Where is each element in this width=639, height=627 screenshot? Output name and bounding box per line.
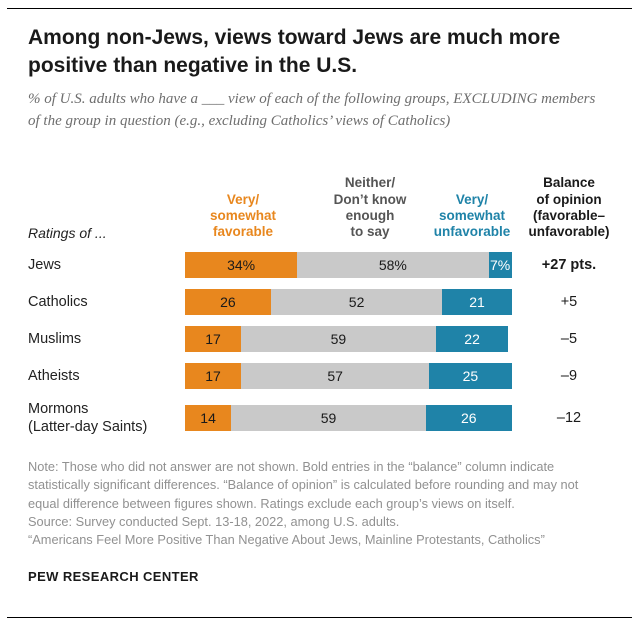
balance-value: +5 <box>560 293 578 310</box>
chart-column-headers: Ratings of ... Very/ somewhat favorable … <box>28 147 623 243</box>
stacked-bar: 17 59 22 <box>185 325 515 352</box>
bar-row-muslims: Muslims 17 59 22 –5 <box>28 325 623 352</box>
column-header-favorable: Very/ somewhat favorable <box>209 191 277 240</box>
stacked-bar: 14 59 26 <box>185 405 515 432</box>
source-text: Source: Survey conducted Sept. 13-18, 20… <box>28 513 400 529</box>
favorable-bar-segment: 17 <box>185 325 242 352</box>
balance-value: +27 pts. <box>541 256 597 273</box>
row-label: Muslims <box>28 330 82 347</box>
bottom-divider <box>7 617 632 618</box>
unfavorable-bar-segment: 21 <box>442 288 512 315</box>
row-label: Catholics <box>28 293 88 310</box>
row-label: Jews <box>28 256 62 273</box>
note-text: Note: Those who did not answer are not s… <box>28 459 579 511</box>
neither-bar-segment: 59 <box>231 405 426 432</box>
column-header-neither: Neither/ Don’t know enough to say <box>333 175 407 240</box>
favorable-bar-segment: 34% <box>185 251 298 278</box>
neither-bar-segment: 58% <box>297 251 489 278</box>
neither-bar-segment: 59 <box>241 325 436 352</box>
bar-row-jews: Jews 34% 58% 7% +27 pts. <box>28 251 623 278</box>
row-label: Atheists <box>28 367 80 384</box>
favorable-bar-segment: 26 <box>185 288 271 315</box>
balance-value: –9 <box>560 367 578 384</box>
column-header-unfavorable: Very/ somewhat unfavorable <box>433 191 511 240</box>
favorable-bar-segment: 14 <box>185 405 232 432</box>
report-title-text: “Americans Feel More Positive Than Negat… <box>28 531 545 547</box>
stacked-bar-chart: Ratings of ... Very/ somewhat favorable … <box>28 147 623 436</box>
bar-column-headers: Very/ somewhat favorable Neither/ Don’t … <box>185 147 515 243</box>
unfavorable-bar-segment: 7% <box>488 251 512 278</box>
bar-row-mormons: Mormons (Latter-day Saints) 14 59 26 –12 <box>28 400 623 436</box>
row-label: Mormons (Latter-day Saints) <box>28 400 148 436</box>
balance-value: –5 <box>560 330 578 347</box>
stacked-bar: 17 57 25 <box>185 362 515 389</box>
top-divider <box>7 8 632 9</box>
unfavorable-bar-segment: 22 <box>435 325 509 352</box>
favorable-bar-segment: 17 <box>185 362 242 389</box>
chart-subtitle: % of U.S. adults who have a ___ view of … <box>28 91 596 130</box>
balance-value: –12 <box>556 410 582 427</box>
pew-research-center-wordmark: PEW RESEARCH CENTER <box>28 568 199 584</box>
column-header-balance: Balance of opinion (favorable– unfavorab… <box>528 175 610 240</box>
ratings-of-label: Ratings of ... <box>28 224 107 241</box>
neither-bar-segment: 52 <box>270 288 443 315</box>
unfavorable-bar-segment: 25 <box>429 362 512 389</box>
footnotes: Note: Those who did not answer are not s… <box>28 458 613 549</box>
bar-row-atheists: Atheists 17 57 25 –9 <box>28 362 623 389</box>
bar-row-catholics: Catholics 26 52 21 +5 <box>28 288 623 315</box>
stacked-bar: 26 52 21 <box>185 288 515 315</box>
stacked-bar: 34% 58% 7% <box>185 251 515 278</box>
chart-content: Among non-Jews, views toward Jews are mu… <box>28 26 623 584</box>
chart-title: Among non-Jews, views toward Jews are mu… <box>28 26 561 77</box>
unfavorable-bar-segment: 26 <box>425 405 512 432</box>
neither-bar-segment: 57 <box>241 362 430 389</box>
